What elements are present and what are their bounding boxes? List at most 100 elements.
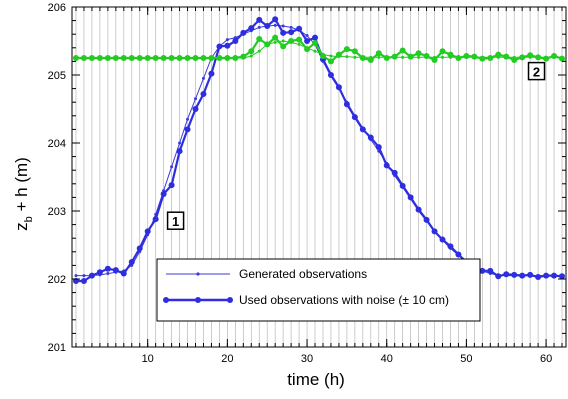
data-point-series-1 (495, 273, 502, 280)
axis-layer: 201 202 203 204 205 206 10 20 30 40 50 60 (48, 2, 567, 365)
data-point-series-1 (152, 216, 159, 223)
data-point-series-1 (160, 191, 167, 197)
data-point-series-0 (74, 274, 78, 278)
data-point-series-3 (447, 51, 454, 58)
data-point-series-1 (487, 267, 494, 274)
data-point-series-1 (391, 169, 398, 176)
data-point-series-3 (463, 52, 470, 59)
data-point-series-3 (208, 55, 215, 61)
data-point-series-3 (503, 53, 510, 60)
data-point-series-3 (511, 57, 518, 64)
data-point-series-3 (375, 50, 382, 57)
data-point-series-1 (192, 106, 199, 112)
data-point-series-3 (527, 52, 534, 59)
data-point-series-0 (305, 34, 309, 38)
data-point-series-3 (431, 57, 438, 64)
data-point-series-1 (112, 267, 119, 274)
data-point-series-1 (184, 126, 191, 133)
data-point-series-1 (96, 269, 103, 276)
legend-marker-used-mid (195, 297, 201, 303)
data-point-series-1 (543, 272, 550, 279)
data-point-series-1 (208, 70, 215, 77)
data-point-series-0 (82, 274, 86, 278)
x-tick-label: 20 (221, 353, 233, 365)
data-point-series-1 (343, 101, 350, 108)
data-point-series-1 (200, 91, 207, 98)
y-tick-label: 204 (48, 138, 66, 150)
data-point-series-3 (192, 55, 199, 61)
legend-marker-used-left (163, 297, 169, 303)
data-point-series-0 (178, 141, 182, 145)
data-point-series-2 (313, 49, 317, 53)
data-point-series-3 (296, 36, 303, 43)
legend-label-used: Used observations with noise (± 10 cm) (239, 293, 449, 307)
data-point-series-1 (216, 43, 223, 50)
data-point-series-1 (423, 216, 430, 223)
data-point-series-2 (273, 40, 277, 44)
data-point-series-3 (495, 51, 502, 58)
data-point-series-3 (312, 40, 319, 47)
data-point-series-3 (288, 38, 295, 44)
data-point-series-1 (447, 243, 454, 250)
data-point-series-2 (401, 55, 405, 59)
data-point-series-2 (353, 55, 357, 59)
annotation-layer: 12 (166, 61, 546, 230)
data-point-series-3 (216, 55, 223, 61)
data-point-series-1 (240, 29, 247, 36)
data-point-series-3 (200, 55, 207, 61)
y-axis-label-rest: + h (m) (12, 157, 31, 216)
data-point-series-3 (152, 55, 159, 61)
data-point-series-3 (168, 55, 175, 61)
data-point-series-3 (88, 55, 95, 61)
data-point-series-3 (272, 34, 279, 41)
data-point-series-1 (272, 16, 279, 23)
y-axis-label-base: z (12, 222, 31, 231)
data-point-series-3 (144, 55, 151, 61)
data-point-series-1 (168, 182, 175, 189)
data-point-series-3 (72, 55, 79, 61)
data-point-series-3 (184, 55, 191, 61)
station-marker-label: 1 (172, 214, 179, 229)
x-axis-label: time (h) (287, 370, 345, 389)
data-point-series-1 (80, 278, 87, 285)
station-marker-box (527, 61, 546, 81)
y-tick-label: 202 (48, 274, 66, 286)
data-point-series-1 (264, 23, 271, 30)
data-point-series-0 (257, 25, 261, 29)
data-point-series-3 (304, 46, 311, 53)
station-marker-label: 2 (533, 65, 540, 80)
data-point-series-1 (232, 38, 239, 44)
y-axis-label: zb + h (m) (12, 157, 35, 231)
data-point-series-3 (240, 53, 247, 60)
data-point-series-3 (487, 55, 494, 61)
data-point-series-1 (351, 114, 358, 121)
legend-box (156, 258, 481, 322)
x-tick-label: 30 (301, 353, 313, 365)
data-point-series-0 (186, 117, 190, 121)
data-point-series-3 (96, 55, 103, 61)
data-point-series-3 (351, 48, 358, 55)
data-point-series-0 (170, 165, 174, 169)
data-point-series-0 (273, 23, 277, 27)
data-point-series-3 (176, 55, 183, 61)
data-point-series-3 (519, 54, 526, 61)
data-point-series-3 (439, 48, 446, 55)
data-point-series-3 (359, 55, 366, 61)
data-point-series-3 (415, 50, 422, 57)
data-point-series-3 (136, 55, 143, 61)
y-tick-label: 206 (48, 2, 66, 14)
data-point-series-0 (106, 272, 110, 276)
data-point-series-3 (112, 55, 119, 61)
data-point-series-1 (455, 251, 462, 258)
data-point-series-1 (72, 278, 79, 285)
data-point-series-1 (551, 272, 558, 279)
data-point-series-3 (335, 51, 342, 58)
data-point-series-3 (455, 55, 462, 61)
data-point-series-3 (423, 52, 430, 59)
data-point-series-3 (551, 52, 558, 59)
data-point-series-3 (224, 55, 231, 61)
data-point-series-3 (479, 55, 486, 62)
legend-label-generated: Generated observations (239, 267, 367, 281)
data-point-series-1 (479, 267, 486, 274)
data-point-series-1 (431, 228, 438, 235)
